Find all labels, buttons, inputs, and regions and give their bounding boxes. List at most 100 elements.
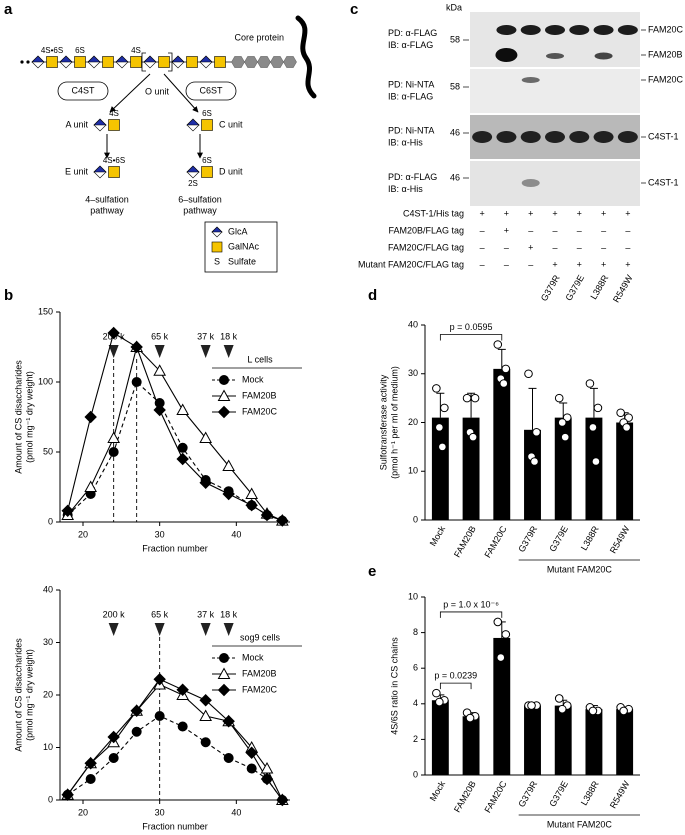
legend-label: FAM20C [242, 406, 278, 416]
galnac-symbol [108, 166, 120, 178]
galnac-symbol [211, 241, 223, 253]
arrow [109, 73, 151, 113]
blot-band [496, 25, 517, 35]
galnac-symbol [186, 56, 198, 68]
lane-sign: + [528, 208, 533, 218]
core-protein-label: Core protein [234, 32, 284, 42]
data-point [177, 721, 188, 732]
replicate-point [493, 340, 503, 349]
lane-sign: – [528, 225, 533, 235]
y-tick-label: 40 [43, 584, 53, 594]
legend-title: sog9 cells [240, 632, 281, 642]
mw-marker: 46 [450, 127, 460, 137]
chain-sulfation: 4S [131, 46, 141, 55]
probe-label: IB: α-FLAG [388, 91, 433, 101]
blot-band [496, 131, 517, 143]
y-tick-label: 10 [408, 591, 418, 601]
significance-bracket [439, 611, 503, 618]
lane-sign: + [625, 259, 630, 269]
probe-label: PD: α-FLAG [388, 172, 437, 182]
legend-label: FAM20C [242, 684, 278, 694]
data-point [176, 452, 189, 466]
replicate-point [432, 384, 441, 393]
lane-sign: + [504, 208, 509, 218]
data-point [130, 340, 143, 354]
condition-label: Mutant FAM20C/FLAG tag [358, 259, 464, 269]
blot-strip [470, 161, 640, 206]
data-point [176, 683, 189, 696]
lane-sign: + [552, 259, 557, 269]
lane-sign: – [480, 242, 485, 252]
lane-sign: + [480, 208, 485, 218]
band-label: FAM20C [648, 24, 684, 34]
core-protein [295, 15, 317, 99]
bar [524, 429, 541, 520]
size-marker-label: 18 k [220, 609, 238, 619]
legend-label: GlcA [228, 226, 248, 236]
unit-label: C unit [219, 119, 243, 129]
legend-symbol: S [214, 256, 220, 266]
panel-label: e [368, 563, 376, 580]
data-point [177, 442, 188, 453]
galnac-symbol [158, 56, 170, 68]
data-point [107, 730, 120, 744]
replicate-point [493, 617, 503, 627]
significance-bracket [439, 334, 503, 341]
kda-label: kDa [446, 2, 462, 12]
replicate-point [591, 457, 601, 466]
x-tick-label: 20 [78, 807, 88, 817]
band-label: C4ST-1 [648, 177, 679, 187]
y-axis-label: Amount of CS disaccharides [13, 638, 23, 752]
data-point [84, 410, 97, 424]
chain-dot [20, 60, 24, 64]
size-marker [154, 345, 165, 358]
y-tick-label: 4 [413, 698, 418, 708]
replicate-point [560, 432, 570, 442]
enzyme-label: C6ST [199, 85, 223, 95]
size-marker-label: 65 k [151, 331, 169, 341]
lane-sign: + [625, 208, 630, 218]
y-tick-label: 100 [38, 376, 53, 386]
lane-sign: – [577, 225, 582, 235]
lane-sign: – [601, 225, 606, 235]
replicate-point [440, 403, 449, 413]
glca-fill [59, 55, 73, 63]
legend-label: Mock [242, 374, 264, 384]
data-point [131, 377, 142, 387]
y-tick-label: 0 [48, 516, 53, 526]
chain-sulfation: 4S•6S [41, 46, 63, 55]
mw-marker: 46 [450, 172, 460, 182]
data-point [199, 709, 213, 721]
legend-swatch [217, 405, 231, 419]
bar [554, 705, 572, 775]
linker-symbol [244, 56, 258, 68]
band-label: FAM20B [648, 49, 683, 59]
data-point [84, 480, 98, 492]
size-marker [223, 345, 234, 358]
glca-fill [93, 118, 107, 126]
size-marker [223, 623, 234, 636]
replicate-point [465, 713, 475, 723]
replicate-point [619, 706, 628, 716]
unit-sulfation: 4S•6S [103, 156, 125, 165]
condition-label: C4ST-1/His tag [403, 208, 464, 218]
data-point [245, 487, 259, 499]
replicate-point [432, 688, 441, 698]
y-axis-label: Amount of CS disaccharides [13, 360, 23, 474]
y-axis-label: 4S/6S ratio in CS chains [389, 637, 399, 735]
lane-sign: + [528, 242, 533, 252]
data-point [108, 753, 119, 763]
data-point [108, 447, 119, 457]
y-tick-label: 10 [43, 742, 53, 752]
probe-label: IB: α-His [388, 184, 423, 194]
mw-marker: 58 [450, 34, 460, 44]
replicate-point [470, 393, 480, 403]
replicate-point [499, 379, 509, 388]
size-marker-label: 37 k [197, 609, 215, 619]
legend-label: GalNAc [228, 241, 260, 251]
y-axis-label: (pmol mg⁻¹ dry weight) [24, 649, 34, 741]
condition-label: FAM20B/FLAG tag [388, 225, 464, 235]
legend-swatch [217, 683, 231, 697]
glca-fill [115, 55, 129, 63]
enzyme-box [57, 81, 109, 101]
